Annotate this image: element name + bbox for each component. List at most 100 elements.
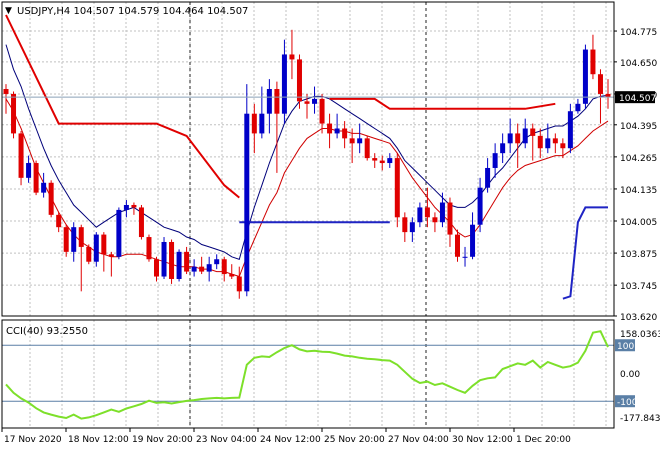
candle-bearish xyxy=(11,93,17,134)
time-axis-label: 18 Nov 12:00 xyxy=(68,435,129,445)
candle-bearish xyxy=(184,251,190,272)
time-axis-label: 17 Nov 2020 xyxy=(4,435,62,445)
candle-bearish xyxy=(78,227,84,247)
candle-bullish xyxy=(492,153,498,168)
candle-bullish xyxy=(244,113,250,292)
candle-bullish xyxy=(191,266,197,272)
candle-bearish xyxy=(590,49,596,75)
candle-bullish xyxy=(334,128,340,134)
moving-average-line xyxy=(5,98,609,278)
candle-bullish xyxy=(485,167,491,188)
cci-axis-label: 158.0363 xyxy=(620,330,660,340)
candle-bearish xyxy=(402,217,408,233)
grid-layer xyxy=(2,2,614,428)
candle-bullish xyxy=(214,259,220,265)
candle-bearish xyxy=(33,163,39,193)
candle-bullish xyxy=(417,207,423,223)
price-axis-label: 104.775 xyxy=(620,28,657,38)
candle-bullish xyxy=(387,158,393,164)
cci-indicator-label: CCI(40) 93.2550 xyxy=(6,326,88,337)
price-axis-label: 103.620 xyxy=(620,313,657,323)
candle-bearish xyxy=(169,241,175,279)
candle-bearish xyxy=(236,276,242,292)
candle-bullish xyxy=(357,138,363,144)
time-axis-label: 23 Nov 04:00 xyxy=(196,435,257,445)
candle-bullish xyxy=(575,103,581,112)
candle-bearish xyxy=(432,217,438,223)
candle-bullish xyxy=(123,204,129,210)
cci-pane-frame xyxy=(1,319,615,429)
chart-header: USDJPY,H4 104.507 104.579 104.464 104.50… xyxy=(17,6,248,17)
price-axis-label: 103.875 xyxy=(620,250,657,260)
cci-axis-label: -177.843 xyxy=(620,414,660,424)
candle-bullish xyxy=(477,187,483,225)
candle-bullish xyxy=(582,49,588,104)
step-indicator-line xyxy=(239,206,608,300)
candle-bearish xyxy=(394,158,400,218)
price-axis-label: 104.135 xyxy=(620,186,657,196)
candle-bearish xyxy=(274,89,280,114)
label-layer: ▼ USDJPY,H4 104.507 104.579 104.464 104.… xyxy=(4,6,660,445)
time-axis-label: 30 Nov 12:00 xyxy=(452,435,513,445)
time-axis-label: 25 Nov 20:00 xyxy=(324,435,385,445)
candle-bullish xyxy=(439,202,445,223)
candle-bearish xyxy=(3,89,9,94)
candle-bullish xyxy=(93,234,99,262)
candle-bearish xyxy=(455,234,460,257)
candle-bearish xyxy=(424,207,430,218)
candle-bearish xyxy=(552,138,558,144)
price-axis-label: 104.650 xyxy=(620,59,657,69)
candle-bearish xyxy=(530,128,536,136)
candle-bearish xyxy=(146,237,152,260)
cci-line xyxy=(5,330,609,420)
candle-bearish xyxy=(251,113,257,134)
candle-bearish xyxy=(138,207,144,238)
candle-bearish xyxy=(108,254,114,257)
cci-level-badge xyxy=(615,395,635,408)
candle-bearish xyxy=(229,274,235,277)
candle-bearish xyxy=(447,202,453,235)
price-axis-label: 104.265 xyxy=(620,154,657,164)
candle-bearish xyxy=(372,158,378,161)
candle-bullish xyxy=(567,111,573,149)
candle-bearish xyxy=(349,138,355,144)
candle-bullish xyxy=(462,256,468,258)
candle-bearish xyxy=(515,133,521,144)
cci-axis-label: 100 xyxy=(617,342,634,352)
candle-bearish xyxy=(537,135,543,149)
candle-bearish xyxy=(101,234,107,255)
candle-bearish xyxy=(18,133,24,178)
candle-bullish xyxy=(71,227,77,252)
time-axis-label: 24 Nov 12:00 xyxy=(260,435,321,445)
candle-bearish xyxy=(327,123,333,134)
candle-bearish xyxy=(86,246,92,262)
candle-bullish xyxy=(500,143,506,154)
candle-bullish xyxy=(507,133,513,144)
candle-bearish xyxy=(296,59,302,102)
last-price-badge xyxy=(615,91,655,104)
candle-bullish xyxy=(545,138,551,149)
candle-bearish xyxy=(319,98,325,124)
candle-bearish xyxy=(379,160,385,164)
candle-bullish xyxy=(116,209,122,257)
candle-bearish xyxy=(48,182,54,215)
time-axis-label: 1 Dec 20:00 xyxy=(516,435,571,445)
chart-menu-icon[interactable]: ▼ xyxy=(5,6,12,16)
candle-bearish xyxy=(597,74,603,94)
candle-bearish xyxy=(342,128,348,139)
candle-bearish xyxy=(304,101,310,104)
candle-bullish xyxy=(161,241,167,277)
candle-bullish xyxy=(522,128,528,144)
series-layer xyxy=(2,14,614,420)
price-axis-label: 104.395 xyxy=(620,122,657,132)
candle-bearish xyxy=(56,214,62,228)
candle-bullish xyxy=(409,222,415,233)
candle-bearish xyxy=(131,204,137,208)
candle-bullish xyxy=(470,224,476,257)
last-price-badge-text: 104.507 xyxy=(619,94,656,104)
candle-bullish xyxy=(259,113,265,134)
price-pane-frame xyxy=(1,1,615,317)
frame-layer xyxy=(1,1,617,432)
candle-bullish xyxy=(41,182,47,193)
